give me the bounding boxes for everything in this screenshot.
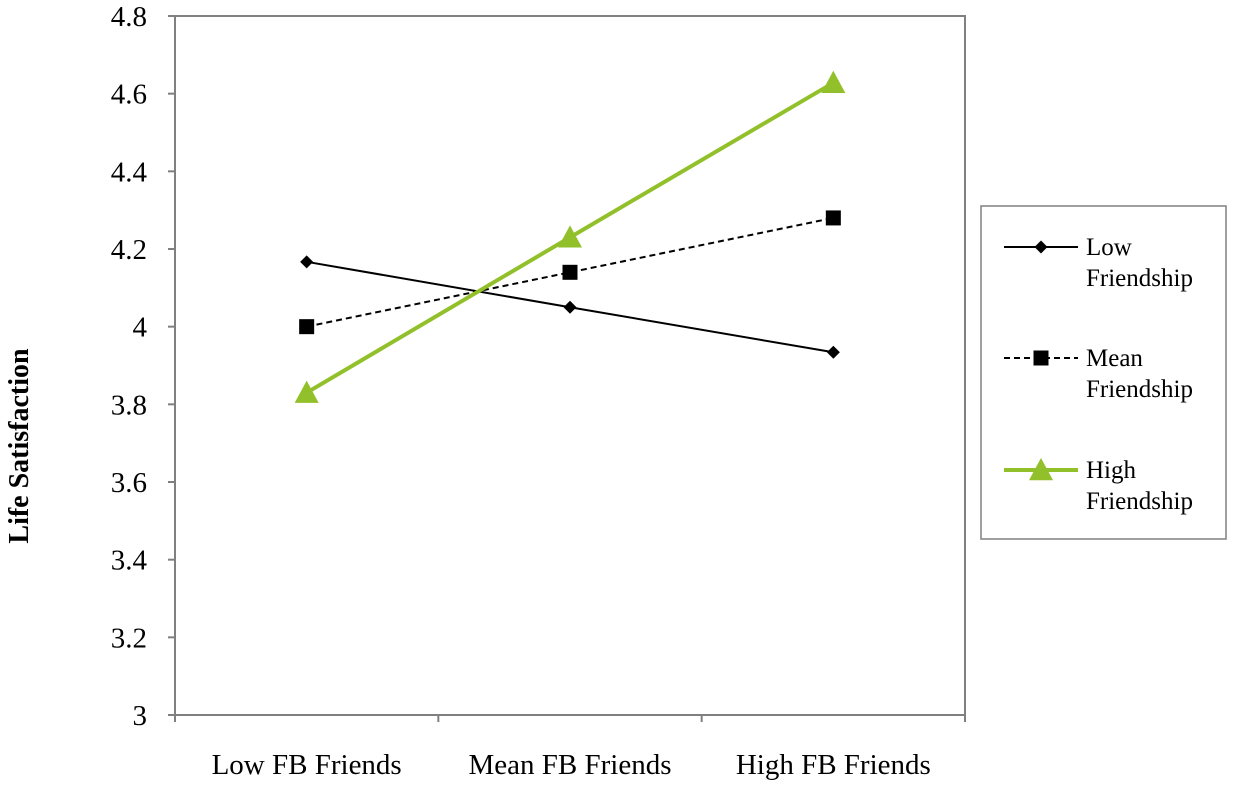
data-point	[300, 255, 314, 269]
y-tick-label: 3.4	[111, 545, 148, 577]
x-axis: Low FB Friends Mean FB Friends High FB Fri…	[174, 715, 966, 781]
legend-entry: High Friendship	[1004, 457, 1193, 515]
legend-marker	[1034, 240, 1048, 254]
y-tick-label: 3	[133, 700, 148, 732]
legend-label: Friendship	[1086, 488, 1193, 515]
y-tick-label: 4	[133, 312, 148, 344]
data-point	[294, 380, 319, 403]
series-high-friendship	[294, 70, 846, 403]
plot-area	[174, 15, 966, 716]
legend-label: High	[1086, 457, 1137, 484]
y-tick-label: 4.4	[111, 156, 148, 188]
y-tick-label: 4.6	[111, 79, 147, 111]
legend-marker	[1029, 458, 1053, 481]
x-tick-label: Mean FB Friends	[469, 749, 672, 781]
legend-entry: Mean Friendship	[1004, 345, 1193, 403]
y-tick-label: 3.2	[111, 622, 147, 654]
data-point	[826, 345, 840, 359]
series-layer	[294, 70, 846, 403]
data-point	[825, 210, 841, 226]
y-tick-label: 4.2	[111, 234, 147, 266]
data-point	[821, 70, 846, 93]
legend-label: Friendship	[1086, 376, 1193, 403]
legend-box	[980, 205, 1227, 540]
data-point	[558, 225, 582, 248]
x-tick-label: Low FB Friends	[212, 749, 402, 781]
y-tick-label: 4.8	[111, 1, 147, 33]
data-point	[563, 300, 577, 314]
legend-marker	[1033, 350, 1049, 366]
series-low-friendship	[300, 255, 840, 359]
legend: Low Friendship Mean Friendship High Friendshi…	[1004, 234, 1193, 515]
legend-label: Friendship	[1086, 265, 1193, 292]
y-axis: 3 3.2 3.4 3.6 3.8 4 4.2 4.4 4.6 4.8	[111, 1, 175, 732]
y-axis-title: Life Satisfaction	[4, 348, 35, 544]
legend-label: Mean	[1086, 345, 1143, 372]
legend-label: Low	[1086, 234, 1132, 261]
series-mean-friendship	[299, 210, 841, 335]
y-tick-label: 3.8	[111, 389, 147, 421]
x-tick-label: High FB Friends	[736, 749, 931, 781]
legend-entry: Low Friendship	[1004, 234, 1193, 292]
data-point	[562, 264, 578, 280]
data-point	[299, 319, 315, 335]
y-tick-label: 3.6	[111, 467, 147, 499]
